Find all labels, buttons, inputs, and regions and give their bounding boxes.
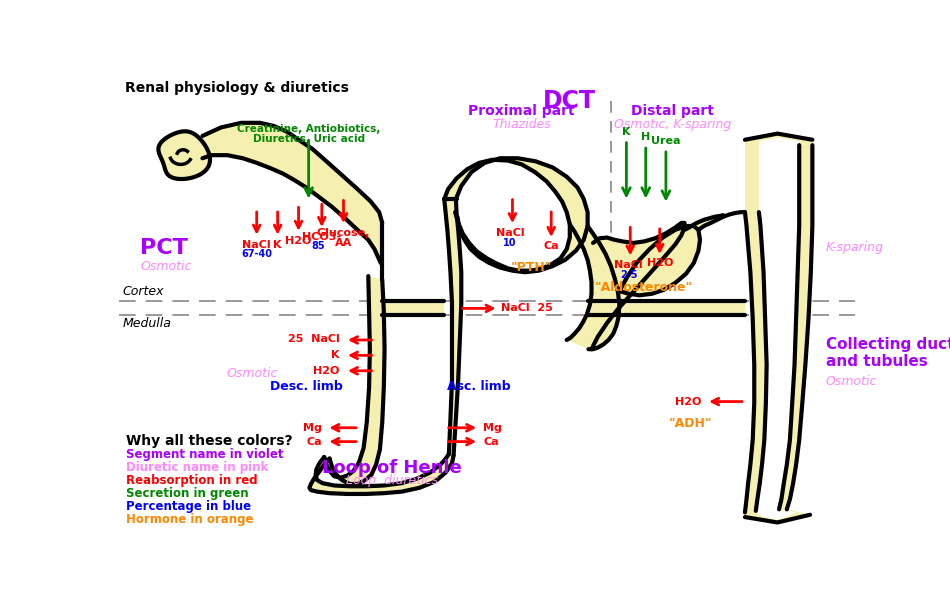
- Polygon shape: [202, 123, 382, 280]
- Polygon shape: [310, 454, 453, 494]
- Text: H: H: [641, 132, 651, 142]
- Text: NaCl: NaCl: [615, 260, 643, 270]
- Text: "Aldosterone": "Aldosterone": [595, 281, 694, 295]
- Polygon shape: [567, 224, 619, 349]
- Polygon shape: [745, 135, 812, 523]
- Text: Segment name in violet: Segment name in violet: [126, 448, 284, 461]
- Text: Reabsorption in red: Reabsorption in red: [126, 474, 258, 487]
- Text: K: K: [622, 127, 631, 137]
- Text: NaCl: NaCl: [242, 240, 271, 250]
- Text: H2O: H2O: [285, 236, 312, 246]
- Polygon shape: [685, 212, 745, 230]
- Polygon shape: [756, 137, 799, 520]
- Text: Asc. limb: Asc. limb: [447, 380, 511, 392]
- Text: NaCl  25: NaCl 25: [501, 304, 553, 313]
- Text: Creatinine, Antiobiotics,: Creatinine, Antiobiotics,: [237, 124, 380, 134]
- Text: Urea: Urea: [651, 136, 680, 146]
- Text: Desc. limb: Desc. limb: [270, 380, 343, 392]
- Text: H2O: H2O: [647, 259, 673, 268]
- Text: Osmotic: Osmotic: [826, 375, 877, 388]
- Text: Ca: Ca: [483, 437, 499, 446]
- Text: 25  NaCl: 25 NaCl: [288, 334, 340, 344]
- Text: Percentage in blue: Percentage in blue: [126, 500, 252, 513]
- Polygon shape: [592, 223, 700, 349]
- Text: Proximal part: Proximal part: [468, 104, 575, 118]
- Text: H2O: H2O: [314, 366, 340, 376]
- Text: Mg: Mg: [483, 423, 502, 433]
- Text: HCO3-: HCO3-: [302, 232, 341, 242]
- Polygon shape: [159, 131, 210, 179]
- Text: Distal part: Distal part: [632, 104, 714, 118]
- Text: 10: 10: [504, 238, 517, 248]
- Text: Diuretic name in pink: Diuretic name in pink: [126, 461, 269, 474]
- Text: "ADH": "ADH": [669, 417, 712, 430]
- Text: Thiazides: Thiazides: [492, 118, 551, 131]
- Text: K-sparing: K-sparing: [826, 241, 884, 254]
- Text: H2O: H2O: [675, 397, 701, 407]
- Text: 67-40: 67-40: [241, 249, 273, 259]
- Text: "PTH": "PTH": [510, 260, 552, 274]
- Text: Ca: Ca: [306, 437, 322, 446]
- Text: DCT: DCT: [543, 89, 597, 113]
- Text: Mg: Mg: [303, 423, 322, 433]
- Text: Loop  diuretics: Loop diuretics: [346, 474, 438, 487]
- Text: Collecting duct
and tubules: Collecting duct and tubules: [826, 337, 950, 369]
- Text: PCT: PCT: [141, 238, 188, 257]
- Text: Secretion in green: Secretion in green: [126, 487, 249, 500]
- Text: Medulla: Medulla: [123, 317, 172, 330]
- Text: Osmotic, K-sparing: Osmotic, K-sparing: [615, 118, 732, 131]
- Polygon shape: [445, 158, 588, 272]
- Text: Why all these colors?: Why all these colors?: [126, 434, 294, 448]
- Text: AA: AA: [334, 238, 352, 248]
- Polygon shape: [382, 301, 445, 314]
- Text: Hormone in orange: Hormone in orange: [126, 513, 254, 526]
- Text: Diuretics, Uric acid: Diuretics, Uric acid: [253, 134, 365, 143]
- Text: 85: 85: [311, 241, 325, 251]
- Text: Osmotic: Osmotic: [141, 260, 192, 272]
- Text: Osmotic: Osmotic: [226, 367, 277, 380]
- Text: Cortex: Cortex: [123, 284, 164, 298]
- Polygon shape: [588, 301, 745, 314]
- Text: NaCl: NaCl: [496, 227, 524, 238]
- Polygon shape: [324, 276, 385, 484]
- Text: Ca: Ca: [543, 241, 559, 251]
- Polygon shape: [202, 123, 382, 280]
- Text: Glucose,: Glucose,: [316, 229, 370, 238]
- Text: Renal physiology & diuretics: Renal physiology & diuretics: [125, 81, 349, 95]
- Text: Loop of Henle: Loop of Henle: [322, 458, 462, 476]
- Polygon shape: [445, 199, 462, 455]
- Text: 2-5: 2-5: [620, 270, 637, 280]
- Text: K: K: [332, 350, 340, 361]
- Text: K: K: [274, 240, 282, 250]
